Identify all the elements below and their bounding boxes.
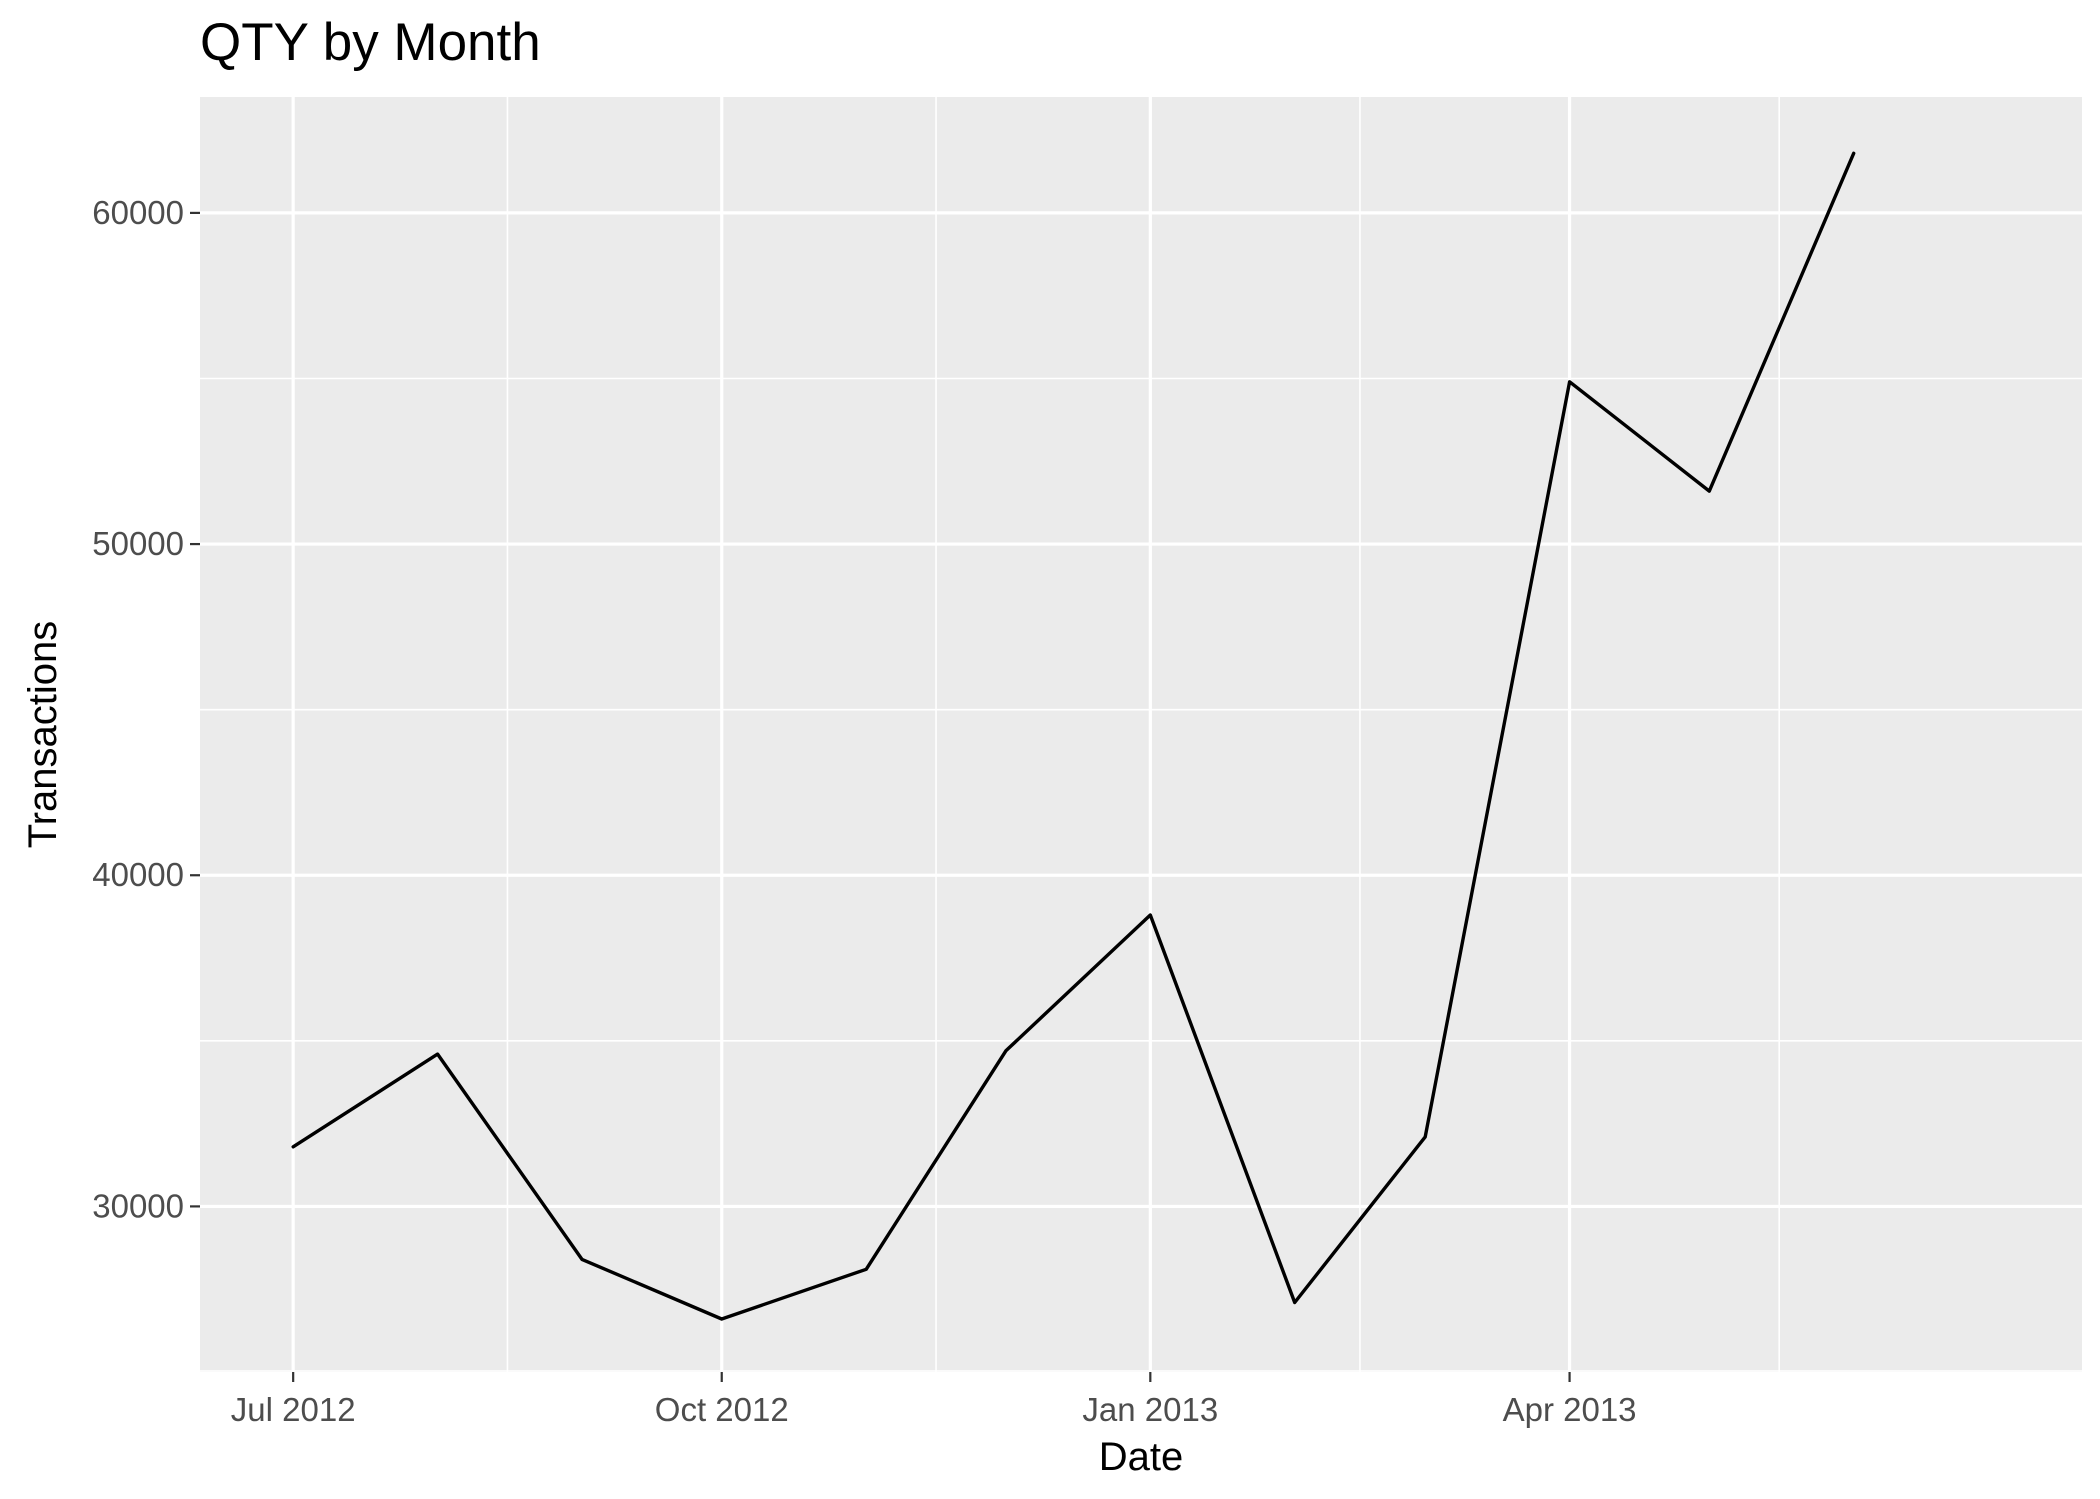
major-gridlines [200,97,2082,1372]
x-tick-label: Jul 2012 [231,1391,356,1428]
y-tick-label: 60000 [92,194,184,231]
x-tick-label: Jan 2013 [1082,1391,1218,1428]
x-axis-title: Date [1099,1435,1184,1479]
series-line [291,151,1856,1321]
plot-panel [200,97,2082,1372]
x-tick-label: Apr 2013 [1503,1391,1637,1428]
chart-title: QTY by Month [200,13,541,72]
series-layer [291,151,1856,1321]
y-axis: 30000 40000 50000 60000 [92,194,200,1224]
x-tick-label: Oct 2012 [655,1391,789,1428]
minor-gridlines [200,97,2082,1372]
x-axis: Jul 2012 Oct 2012 Jan 2013 Apr 2013 [231,1372,1637,1428]
y-axis-title: Transactions [21,621,65,849]
y-tick-label: 30000 [92,1187,184,1224]
y-tick-label: 50000 [92,525,184,562]
y-tick-label: 40000 [92,856,184,893]
